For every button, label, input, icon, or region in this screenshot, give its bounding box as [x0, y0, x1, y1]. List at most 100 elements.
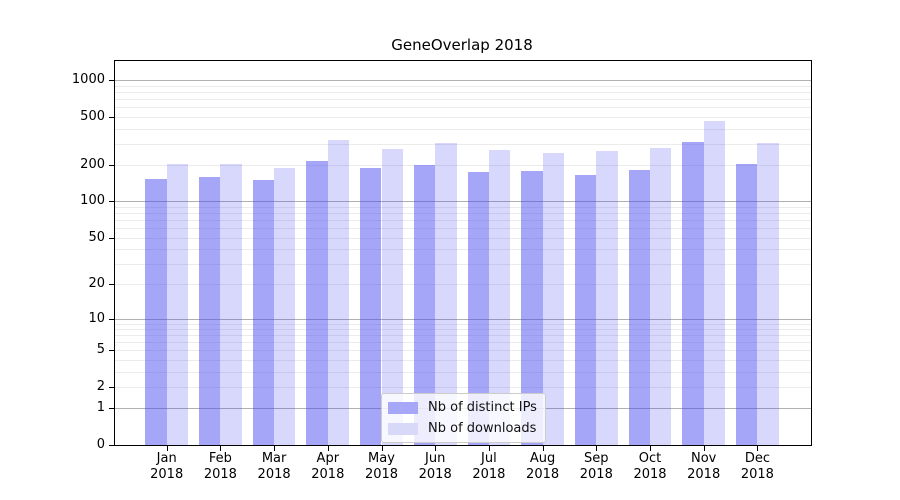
y-tick — [109, 350, 114, 352]
y-gridline-minor — [115, 116, 811, 118]
bar-distinct-ips-jul — [467, 172, 489, 445]
x-axis-tick-label: May 2018 — [350, 451, 414, 483]
legend-item-downloads: Nb of downloads — [388, 421, 537, 436]
x-axis-tick-label: Jan 2018 — [135, 451, 199, 483]
x-tick-year: 2018 — [526, 467, 560, 482]
y-axis-tick-label: 20 — [88, 276, 105, 292]
bar-downloads-nov — [703, 121, 726, 445]
x-tick — [650, 446, 651, 451]
y-gridline-minor — [115, 335, 811, 337]
y-gridline-minor — [115, 323, 811, 325]
y-gridline-major — [115, 201, 811, 203]
x-tick — [488, 446, 490, 451]
bar-downloads-jun — [435, 142, 457, 445]
y-gridline-minor — [115, 213, 811, 215]
y-gridline-minor — [115, 165, 811, 167]
legend-label-distinct-ips: Nb of distinct IPs — [428, 400, 537, 415]
x-axis-tick-label: Aug 2018 — [511, 451, 575, 483]
y-axis-tick-label: 1 — [96, 400, 105, 416]
y-gridline-minor — [115, 329, 811, 330]
x-axis-tick-label: Feb 2018 — [188, 451, 252, 483]
x-tick-year: 2018 — [740, 467, 774, 482]
y-axis-tick-label: 10 — [88, 310, 105, 326]
x-tick-month: Jan — [156, 451, 177, 466]
x-axis-tick-label: Oct 2018 — [618, 451, 682, 483]
x-tick-year: 2018 — [418, 467, 452, 482]
legend: Nb of distinct IPs Nb of downloads — [381, 393, 546, 443]
legend-swatch-distinct-ips — [388, 401, 418, 414]
x-tick-month: Dec — [744, 451, 770, 466]
y-gridline-major — [115, 80, 811, 82]
x-axis-tick-label: Jul 2018 — [457, 451, 521, 483]
y-gridline-minor — [115, 85, 811, 87]
x-tick-year: 2018 — [311, 467, 345, 482]
x-tick-month: Aug — [529, 451, 556, 466]
bar-distinct-ips-nov — [682, 142, 704, 445]
bar-distinct-ips-mar — [252, 180, 275, 445]
x-axis-tick-label: Jun 2018 — [403, 451, 467, 483]
bar-downloads-sep — [596, 151, 618, 445]
y-tick — [109, 445, 114, 446]
bar-distinct-ips-sep — [574, 174, 597, 445]
x-tick — [703, 446, 705, 451]
y-gridline-minor — [115, 128, 811, 130]
x-tick — [166, 446, 168, 451]
y-axis-tick-label: 200 — [80, 157, 105, 173]
bar-downloads-jan — [166, 164, 189, 445]
y-gridline-minor — [115, 342, 811, 344]
x-tick — [220, 446, 222, 451]
x-tick-year: 2018 — [203, 467, 237, 482]
y-tick — [109, 387, 114, 388]
x-axis-tick-label: Mar 2018 — [242, 451, 306, 483]
y-axis-tick-label: 50 — [88, 229, 105, 245]
y-gridline-minor — [115, 107, 811, 109]
y-gridline-major — [115, 318, 811, 320]
bar-distinct-ips-may — [360, 167, 382, 445]
y-tick — [109, 80, 114, 82]
x-tick — [381, 446, 383, 451]
x-tick — [542, 446, 544, 451]
bar-downloads-jul — [488, 150, 511, 445]
y-tick — [109, 237, 114, 239]
bar-downloads-aug — [542, 153, 564, 445]
y-axis-tick-label: 0 — [96, 437, 105, 452]
x-axis-tick-label: Dec 2018 — [725, 451, 789, 483]
x-tick-month: Mar — [261, 451, 287, 466]
x-axis-tick-label: Nov 2018 — [672, 451, 736, 483]
x-tick-year: 2018 — [364, 467, 399, 482]
x-tick-year: 2018 — [687, 467, 721, 482]
x-tick-month: Apr — [316, 451, 340, 466]
bar-distinct-ips-dec — [736, 163, 758, 445]
bar-distinct-ips-oct — [628, 170, 650, 445]
x-tick-month: May — [368, 451, 395, 466]
y-axis-tick-label: 500 — [80, 108, 105, 124]
y-gridline-minor — [115, 206, 811, 208]
bar-downloads-mar — [274, 168, 296, 445]
y-gridline-minor — [115, 237, 811, 239]
x-axis-tick-label: Apr 2018 — [296, 451, 360, 483]
y-gridline-minor — [115, 220, 811, 221]
x-tick-month: Jul — [481, 451, 497, 466]
x-tick-year: 2018 — [472, 467, 506, 482]
x-tick-year: 2018 — [579, 467, 613, 482]
bar-downloads-dec — [757, 143, 779, 445]
y-axis-tick-label: 2 — [96, 379, 105, 394]
x-tick-month: Jun — [425, 451, 446, 466]
plot-area: Nb of distinct IPs Nb of downloads 1000 5… — [72, 60, 812, 482]
legend-label-downloads: Nb of downloads — [428, 421, 537, 436]
y-tick — [109, 165, 114, 167]
bar-distinct-ips-jan — [145, 178, 167, 445]
x-tick-month: Nov — [691, 451, 717, 466]
bar-downloads-feb — [220, 164, 242, 445]
bar-downloads-oct — [650, 148, 672, 445]
legend-swatch-downloads — [388, 422, 418, 435]
bar-distinct-ips-jun — [413, 165, 436, 445]
x-tick-month: Feb — [208, 451, 232, 466]
x-tick — [757, 446, 759, 451]
x-tick — [274, 446, 276, 451]
y-gridline-minor — [115, 92, 811, 94]
y-axis-tick-label: 5 — [96, 342, 105, 358]
x-tick — [596, 446, 598, 451]
chart-title: GeneOverlap 2018 — [391, 36, 533, 54]
